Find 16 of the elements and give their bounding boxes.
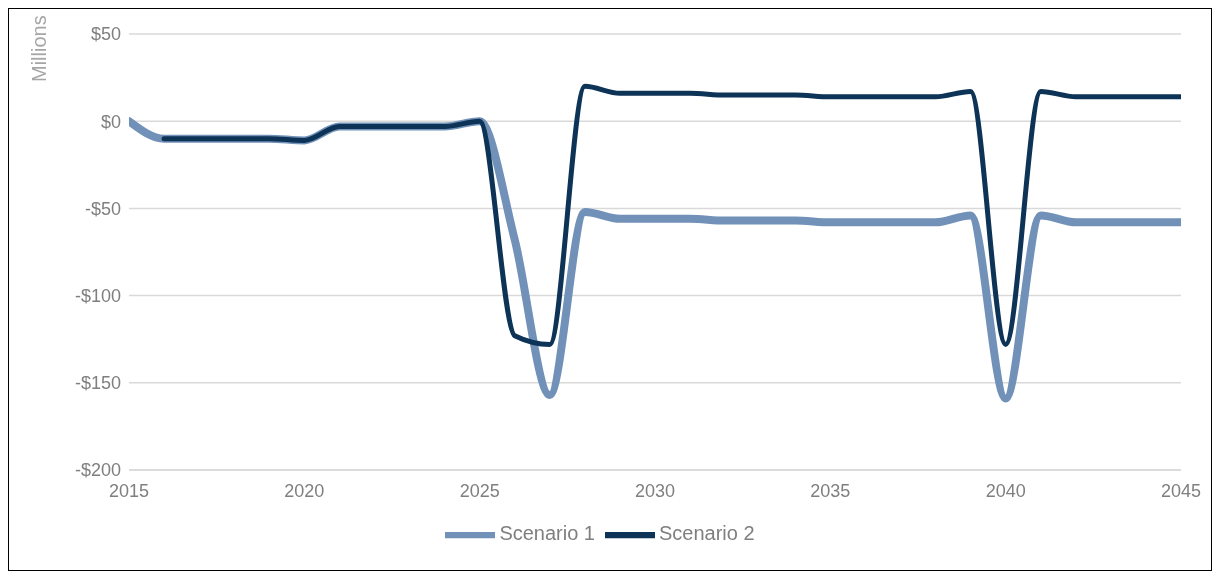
- y-tick-label: -$50: [84, 198, 121, 219]
- x-tick-label: 2030: [634, 480, 676, 501]
- x-tick-label: 2020: [284, 480, 325, 501]
- y-tick-label: -$150: [74, 373, 121, 394]
- y-axis-title: Millions: [28, 15, 51, 82]
- y-tick-label: -$100: [74, 285, 121, 306]
- x-tick-label: 2015: [108, 480, 150, 501]
- x-tick-label: 2035: [810, 480, 851, 501]
- y-tick-label: -$200: [74, 460, 121, 481]
- x-tick-label: 2045: [1160, 480, 1202, 501]
- legend-label: Scenario 2: [659, 522, 755, 545]
- x-tick-label: 2025: [459, 480, 500, 501]
- y-tick-label: $50: [90, 24, 121, 45]
- legend-label: Scenario 1: [499, 522, 595, 545]
- y-tick-label: $0: [100, 111, 121, 132]
- x-tick-label: 2040: [985, 480, 1026, 501]
